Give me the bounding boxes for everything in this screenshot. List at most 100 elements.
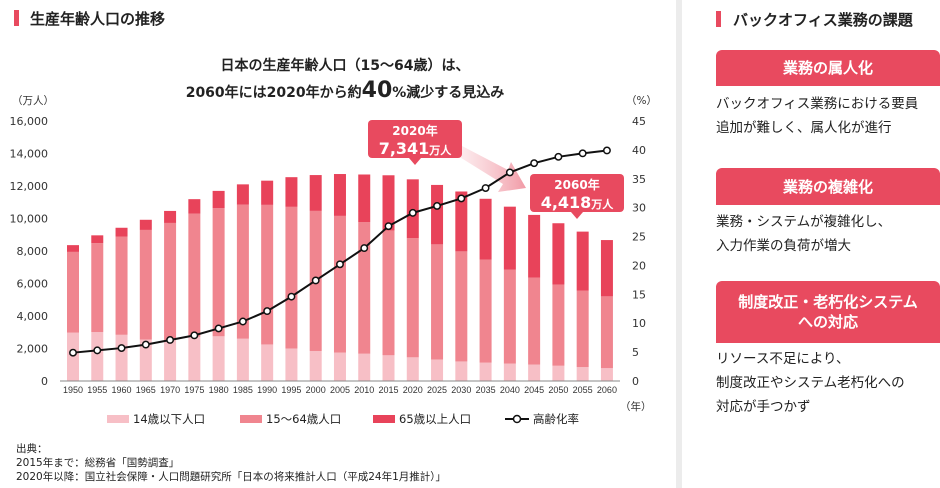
panel-divider [676, 0, 682, 488]
x-tick-label: 2020 [403, 385, 423, 395]
bar-segment-young [67, 332, 79, 381]
y-tick-label: 6,000 [17, 278, 49, 291]
bar-segment-working [406, 238, 419, 358]
aging-rate-point [311, 276, 320, 285]
aging-rate-point [408, 208, 417, 217]
aging-rate-point [69, 348, 77, 357]
bar-segment-elderly [285, 177, 298, 207]
desc-line: 制度改正やシステム老朽化への [716, 375, 905, 391]
callout-2060-value: 4,418 [540, 193, 592, 212]
bar-segment-working [431, 244, 444, 360]
y2-tick-label: 20 [632, 259, 646, 272]
x-tick-label: 2005 [330, 385, 350, 395]
bar-segment-working [212, 208, 225, 337]
bar-segment-elderly [358, 174, 371, 223]
y-tick-label: 12,000 [10, 180, 49, 193]
aging-rate-point [336, 260, 344, 269]
callout-2060-year: 2060年 [554, 178, 600, 192]
aging-rate-point [505, 168, 514, 177]
callout-2060-unit: 万人 [591, 198, 614, 211]
bar-segment-working [333, 215, 346, 353]
aging-rate-point [578, 149, 587, 158]
aging-rate-point [141, 340, 150, 349]
x-tick-label: 2060 [597, 385, 617, 395]
aging-rate-point [602, 146, 611, 155]
x-tick-label: 1970 [160, 385, 180, 395]
source-line-1: 2015年まで：総務省「国勢調査」 [16, 457, 180, 469]
bar-segment-elderly [576, 231, 589, 291]
bar-segment-working [503, 269, 516, 364]
bar-segment-young [115, 334, 128, 381]
x-tick-label: 1980 [209, 385, 229, 395]
x-tick-label: 1975 [184, 385, 204, 395]
line-marker-icon [505, 414, 529, 424]
x-tick-label: 1965 [136, 385, 156, 395]
x-tick-label: 2000 [306, 385, 326, 395]
bar-segment-young [164, 340, 177, 381]
aging-rate-point [117, 344, 126, 353]
bar-segment-young [455, 361, 468, 381]
y-axis-label: （万人） [12, 95, 54, 107]
y-tick-label: 8,000 [17, 245, 49, 258]
bar-segment-elderly [528, 214, 541, 278]
y-tick-label: 14,000 [10, 148, 49, 161]
aging-rate-point [93, 346, 102, 355]
x-tick-label: 2030 [451, 385, 471, 395]
bar-segment-elderly [455, 191, 468, 252]
page-title: 生産年齢人口の推移 [30, 10, 166, 28]
desc-line: リソース不足により、 [716, 351, 850, 367]
aging-rate-point [457, 194, 466, 203]
desc-line: バックオフィス業務における要員 [716, 96, 919, 112]
callout-2020-year: 2020年 [392, 124, 438, 138]
issue-heading-text: 業務の属人化 [782, 59, 873, 77]
aging-rate-point [287, 292, 296, 301]
y-tick-label: 4,000 [17, 310, 49, 323]
bar-segment-working [261, 204, 274, 345]
callout-2060: 2060年 4,418万人 [530, 174, 624, 219]
y2-tick-label: 15 [632, 288, 646, 301]
bar-segment-young [236, 338, 249, 381]
issue-heading-text: 制度改正・老朽化システム [738, 293, 918, 311]
issue-desc-3: リソース不足により、 制度改正やシステム老朽化への 対応が手つかず [716, 347, 905, 419]
legend-item-working: 15～64歳人口 [240, 411, 341, 427]
legend-label: 65歳以上人口 [399, 412, 472, 426]
aging-rate-point [214, 324, 223, 333]
chart-subtitle-line1: 日本の生産年齢人口（15～64歳）は、 [220, 58, 470, 74]
bar-segment-elderly [164, 210, 177, 223]
bar-segment-working [236, 204, 249, 339]
bar-segment-elderly [600, 240, 613, 297]
bar-segment-working [552, 284, 565, 366]
y-tick-label: 16,000 [10, 115, 49, 128]
y2-tick-label: 30 [632, 202, 646, 215]
bar-segment-elderly [309, 175, 322, 211]
bar-segment-elderly [91, 235, 104, 244]
desc-line: 入力作業の負荷が増大 [716, 238, 851, 254]
bar-segment-young [600, 368, 613, 381]
bar-segment-young [309, 350, 322, 381]
y2-tick-label: 0 [632, 375, 639, 388]
bar-segment-elderly [212, 190, 225, 209]
bar-segment-working [188, 213, 201, 337]
chart-subtitle-line2: 2060年には2020年から約40%減少する見込み [0, 78, 690, 103]
bar-segment-young [358, 353, 371, 381]
right-title-accent-bar [716, 11, 721, 27]
bar-segment-young [382, 355, 395, 381]
x-tick-label: 1990 [257, 385, 277, 395]
bar-segment-working [139, 229, 152, 340]
bar-segment-working [358, 222, 371, 354]
x-tick-label: 2015 [378, 385, 398, 395]
x-tick-label: 1985 [233, 385, 253, 395]
x-tick-label: 1960 [112, 385, 132, 395]
bar-segment-elderly [333, 174, 346, 216]
bar-segment-young [261, 344, 274, 381]
legend-item-aging-rate: 高齢化率 [505, 411, 579, 427]
bar-segment-young [431, 359, 444, 381]
y2-tick-label: 45 [632, 115, 646, 128]
x-tick-label: 2025 [427, 385, 447, 395]
bar-segment-working [528, 277, 541, 365]
issue-heading-text: への対応 [797, 313, 858, 331]
bar-segment-young [139, 339, 152, 381]
bar-segment-working [455, 251, 468, 362]
x-tick-label: 2010 [354, 385, 374, 395]
x-tick-label: 2050 [548, 385, 568, 395]
